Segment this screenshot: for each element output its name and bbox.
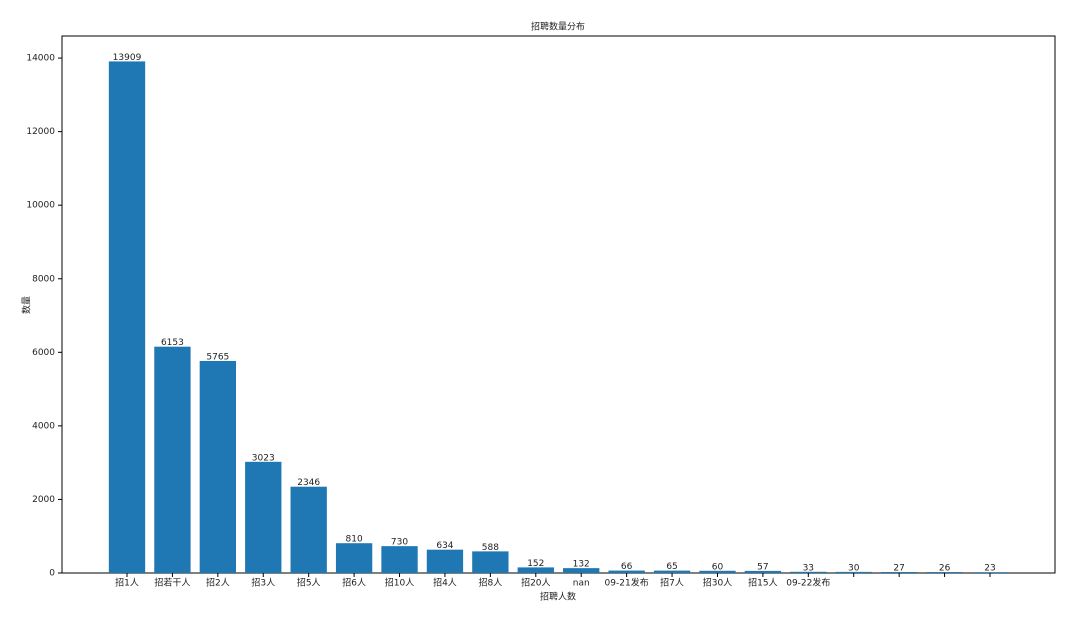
x-tick-label: 招20人 (521, 577, 550, 589)
y-tick-label: 8000 (32, 274, 55, 284)
x-tick-label: 招7人 (660, 577, 684, 589)
value-label: 5765 (206, 352, 229, 362)
value-label: 132 (573, 560, 590, 570)
value-label: 152 (527, 559, 544, 569)
bar (971, 572, 1009, 573)
bar (108, 61, 146, 573)
bar (653, 570, 691, 573)
bar (245, 461, 282, 573)
x-tick-label: 招1人 (115, 577, 139, 589)
y-tick-label: 6000 (32, 348, 55, 358)
value-label: 30 (848, 563, 860, 573)
value-label: 26 (939, 564, 951, 574)
bar (744, 570, 782, 573)
value-label: 13909 (113, 53, 142, 63)
x-tick-label: 招15人 (748, 577, 777, 589)
bar (290, 486, 327, 573)
bar (880, 572, 918, 573)
bar (608, 570, 645, 573)
x-tick-label: 09-21发布 (605, 577, 649, 589)
value-label: 65 (666, 562, 677, 572)
value-label: 27 (893, 564, 904, 574)
y-tick-label: 12000 (26, 127, 55, 137)
value-label: 66 (621, 562, 633, 572)
x-axis-label: 招聘人数 (540, 591, 576, 603)
x-tick-label: 招6人 (342, 577, 366, 589)
bar (790, 571, 827, 573)
value-label: 634 (436, 541, 453, 551)
x-tick-label: 09-22发布 (786, 577, 830, 589)
value-label: 6153 (161, 338, 184, 348)
x-tick-label: 招10人 (385, 577, 414, 589)
bar (335, 543, 373, 573)
x-tick-label: 招5人 (297, 577, 321, 589)
bar (517, 567, 554, 573)
value-label: 810 (346, 535, 363, 545)
y-tick-label: 2000 (32, 495, 55, 505)
value-label: 730 (391, 538, 408, 548)
value-label: 57 (757, 562, 768, 572)
bar (381, 546, 418, 573)
value-label: 588 (482, 543, 499, 553)
bar (426, 549, 464, 573)
value-label: 2346 (297, 478, 320, 488)
x-tick-label: nan (573, 579, 590, 589)
value-label: 23 (984, 564, 995, 574)
x-tick-label: 招3人 (251, 577, 275, 589)
x-tick-label: 招4人 (433, 577, 457, 589)
bar (699, 570, 736, 573)
bar (835, 571, 872, 573)
x-tick-label: 招2人 (206, 577, 230, 589)
value-label: 33 (803, 563, 814, 573)
y-tick-label: 0 (49, 569, 55, 579)
x-tick-label: 招若干人 (154, 577, 190, 589)
bar (472, 551, 509, 573)
y-tick-label: 4000 (32, 421, 55, 431)
y-tick-label: 14000 (26, 54, 55, 64)
bar (563, 568, 600, 573)
x-tick-label: 招30人 (703, 577, 732, 589)
plot-frame (61, 35, 1056, 574)
chart-title: 招聘数量分布 (531, 21, 585, 33)
value-label: 3023 (252, 453, 275, 463)
bar (926, 572, 963, 573)
value-label: 60 (712, 562, 724, 572)
x-tick-label: 招8人 (479, 577, 503, 589)
bar (154, 346, 191, 573)
y-tick-label: 10000 (26, 201, 55, 211)
bar (199, 360, 237, 573)
y-axis-label: 数量 (21, 296, 33, 314)
